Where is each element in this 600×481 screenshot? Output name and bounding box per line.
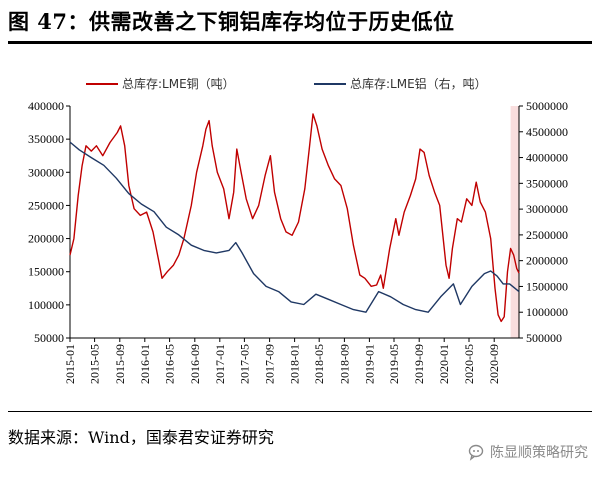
wechat-bubble-icon [468,444,484,461]
aluminium-inventory-line [69,141,520,313]
x-tick-label: 2020-01 [437,344,451,384]
legend-label: 总库存:LME铜（吨） [122,76,235,91]
x-tick-label: 2016-05 [163,344,177,384]
copper-inventory-line [69,113,520,323]
x-tick-label: 2019-05 [387,344,401,384]
x-tick-label: 2015-05 [88,344,102,384]
right-tick-label: 1500000 [526,279,568,293]
x-tick-label: 2016-01 [138,344,152,384]
left-tick-label: 250000 [28,198,64,212]
right-tick-label: 2500000 [526,228,568,242]
left-tick-label: 350000 [28,132,64,146]
right-tick-label: 4500000 [526,125,568,139]
x-tick-label: 2018-01 [288,344,302,384]
right-tick-label: 500000 [526,331,562,345]
x-tick-label: 2017-05 [237,344,251,384]
watermark: 陈显顺策略研究 [468,442,588,462]
source-divider [8,411,592,412]
left-tick-label: 150000 [28,265,64,279]
left-tick-label: 400000 [28,99,64,113]
x-tick-label: 2018-05 [312,344,326,384]
figure-title: 图 47：供需改善之下铜铝库存均位于历史低位 [8,9,455,34]
left-tick-label: 50000 [34,331,64,345]
x-tick-label: 2018-09 [337,344,351,384]
right-tick-label: 5000000 [526,99,568,113]
highlight-band [510,106,519,338]
right-tick-label: 1000000 [526,305,568,319]
x-tick-label: 2015-09 [113,344,127,384]
right-tick-label: 3500000 [526,176,568,190]
x-tick-label: 2020-09 [487,344,501,384]
title-underline [8,41,592,44]
left-tick-label: 200000 [28,232,64,246]
x-tick-label: 2019-01 [362,344,376,384]
legend-label: 总库存:LME铝（右，吨） [350,76,487,91]
left-tick-label: 100000 [28,298,64,312]
right-tick-label: 2000000 [526,254,568,268]
x-tick-label: 2015-01 [63,344,77,384]
x-tick-label: 2020-05 [462,344,476,384]
left-tick-label: 300000 [28,165,64,179]
x-tick-label: 2017-09 [263,344,277,384]
watermark-text: 陈显顺策略研究 [490,445,588,461]
x-tick-label: 2016-09 [188,344,202,384]
right-tick-label: 4000000 [526,151,568,165]
right-tick-label: 3000000 [526,202,568,216]
source-note: 数据来源：Wind，国泰君安证券研究 [8,428,274,447]
x-tick-label: 2019-09 [412,344,426,384]
chart: 总库存:LME铜（吨） 总库存:LME铝（右，吨） 50000 100000 1500… [28,76,568,384]
x-tick-label: 2017-01 [213,344,227,384]
